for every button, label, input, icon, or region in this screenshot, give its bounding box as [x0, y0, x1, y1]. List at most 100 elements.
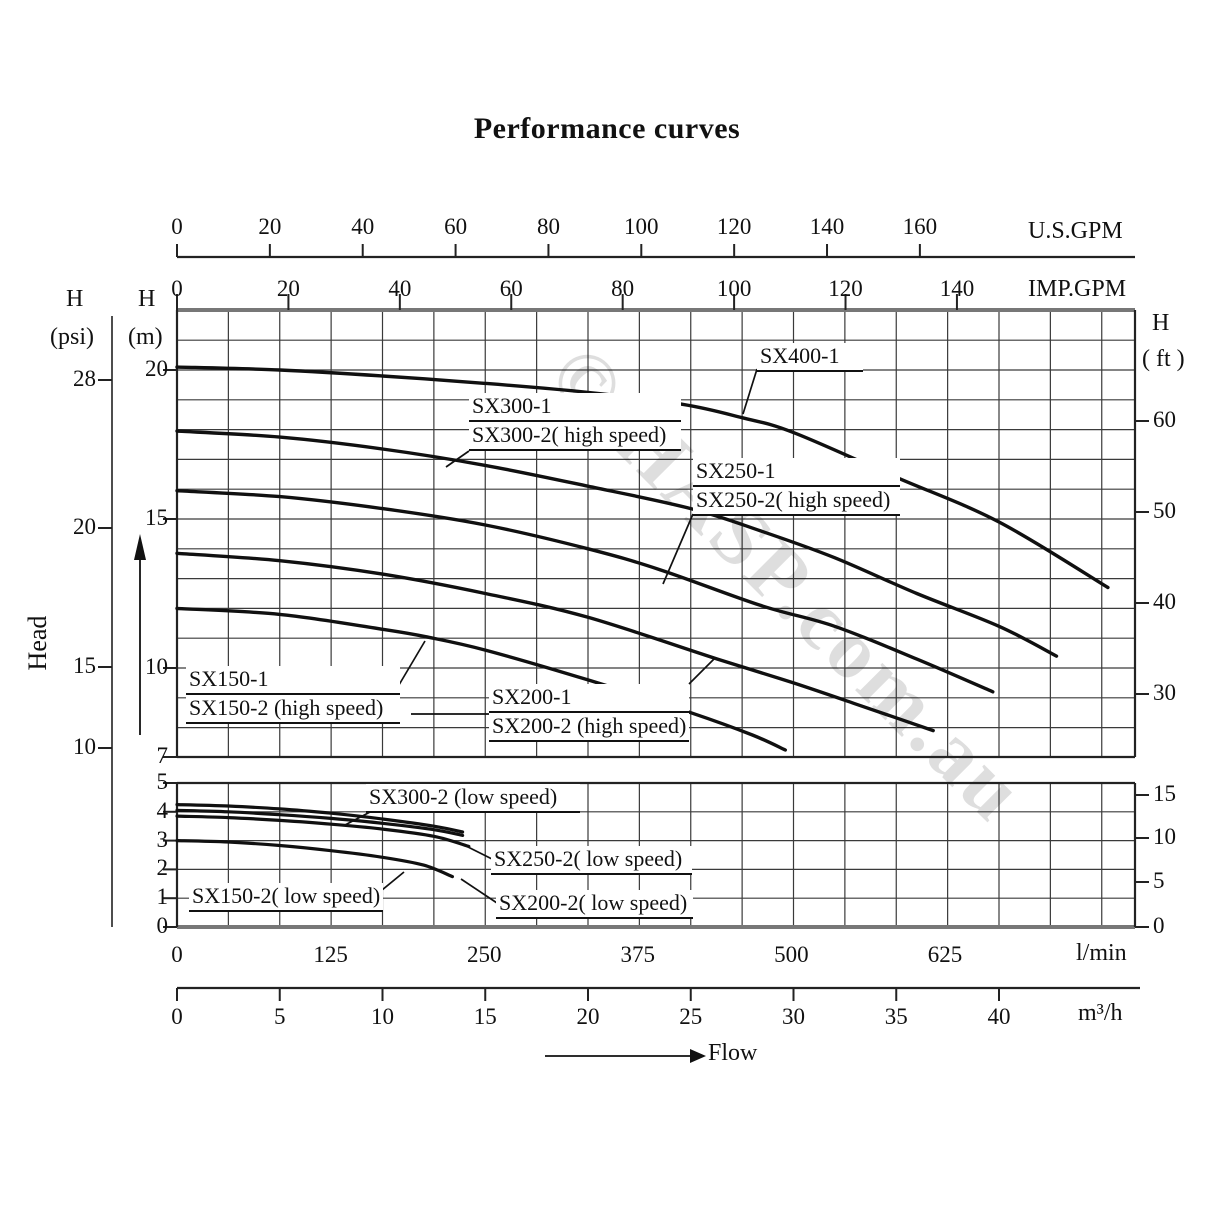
m-tick-label: 2 — [156, 855, 169, 881]
curve-label-row: SX250-2( high speed) — [693, 486, 900, 516]
leader-sx400 — [742, 368, 758, 415]
m3h-tick-label: 35 — [884, 1004, 908, 1029]
m-tick-label: 5 — [156, 769, 169, 794]
curve-label-row: SX150-1 — [186, 666, 400, 695]
curve-sx150-1-sx150-2-high-speed — [175, 606, 787, 752]
imp-gpm-tick-label: 140 — [939, 276, 975, 301]
imp-gpm-tick-label: 0 — [171, 276, 183, 301]
imp-gpm-tick-label: 20 — [276, 276, 300, 301]
ft-tick-label: 30 — [1153, 680, 1176, 705]
ft-tick-label: 50 — [1153, 498, 1176, 523]
axis-lines-and-ticks — [98, 244, 1149, 1063]
curve-label-row: SX300-2( high speed) — [469, 421, 681, 451]
m-tick-label: 7 — [156, 743, 169, 768]
curve-label-sx400: SX400-1 — [757, 343, 863, 372]
lmin-tick-label: 375 — [620, 942, 656, 967]
m3h-tick-label: 0 — [171, 1004, 183, 1029]
m3h-tick-label: 10 — [371, 1004, 394, 1029]
ft-axis-unit: ( ft ) — [1142, 346, 1185, 372]
us-gpm-tick-label: 0 — [171, 214, 183, 239]
us-gpm-tick-label: 140 — [809, 214, 845, 239]
psi-axis-unit: (psi) — [50, 324, 94, 350]
curve-label-sx200: SX200-1 SX200-2 (high speed) — [489, 684, 690, 742]
m-tick-label: 3 — [156, 826, 169, 852]
m-tick-label: 20 — [145, 356, 168, 381]
curve-label-row: SX250-1 — [693, 458, 900, 487]
lmin-tick-label: 625 — [927, 942, 963, 967]
curve-label-sx200low: SX200-2( low speed) — [496, 890, 693, 919]
curve-label-row: SX150-2( low speed) — [189, 883, 384, 912]
imp-gpm-tick-label: 120 — [828, 276, 863, 301]
curve-label-sx250: SX250-1 SX250-2( high speed) — [693, 458, 900, 516]
ft-tick-label: 5 — [1153, 868, 1165, 893]
psi-tick-label: 28 — [73, 366, 96, 391]
curve-sx300-2-low-speed — [175, 803, 465, 834]
us-gpm-unit-label: U.S.GPM — [1028, 218, 1123, 244]
curve-label-row: SX300-1 — [469, 393, 681, 422]
us-gpm-tick-label: 160 — [902, 214, 938, 239]
curve-label-sx300low: SX300-2 (low speed) — [366, 784, 580, 813]
us-gpm-tick-label: 80 — [536, 214, 560, 239]
imp-gpm-unit-label: IMP.GPM — [1028, 276, 1127, 302]
ft-tick-label: 60 — [1153, 407, 1176, 432]
head-arrow-head — [134, 534, 146, 560]
chart-title: Performance curves — [473, 112, 741, 145]
m-tick-label: 10 — [145, 654, 168, 679]
head-axis-label: Head — [23, 615, 52, 671]
m3h-tick-label: 30 — [782, 1004, 805, 1029]
flow-arrow-head — [690, 1049, 706, 1063]
ft-tick-label: 10 — [1153, 824, 1176, 849]
us-gpm-tick-label: 20 — [258, 214, 282, 239]
lmin-tick-label: 250 — [466, 942, 502, 967]
lmin-tick-label: 125 — [313, 942, 348, 967]
m-axis-unit: (m) — [128, 324, 163, 350]
m-tick-label: 1 — [156, 884, 169, 910]
us-gpm-tick-label: 120 — [716, 214, 752, 239]
curve-label-sx250low: SX250-2( low speed) — [491, 846, 692, 875]
m3h-tick-label: 15 — [473, 1004, 497, 1029]
m-axis-h: H — [138, 286, 156, 312]
psi-axis-h: H — [66, 286, 84, 312]
flow-axis-label: Flow — [708, 1040, 758, 1066]
curve-label-sx150: SX150-1 SX150-2 (high speed) — [186, 666, 400, 724]
imp-gpm-tick-label: 80 — [611, 276, 635, 301]
curve-sx150-2-low-speed — [175, 839, 454, 879]
pump-curves — [175, 365, 1110, 879]
leader-sx200 — [688, 658, 715, 685]
us-gpm-tick-label: 60 — [444, 214, 468, 239]
curve-sx300-1-sx300-2-high-speed — [175, 429, 1059, 658]
m3h-tick-label: 25 — [679, 1004, 703, 1029]
curve-label-row: SX200-2( low speed) — [496, 890, 693, 919]
m3h-tick-label: 5 — [274, 1004, 286, 1029]
psi-tick-label: 20 — [73, 514, 96, 539]
curve-label-row: SX250-2( low speed) — [491, 846, 692, 875]
imp-gpm-tick-label: 60 — [499, 276, 523, 301]
m-tick-label: 15 — [145, 505, 168, 530]
m3h-tick-label: 20 — [576, 1004, 600, 1029]
ft-tick-label: 0 — [1153, 913, 1165, 938]
curve-sx250-1-sx250-2-high-speed — [175, 488, 995, 694]
leader-sx250low — [457, 841, 493, 860]
leader-sx250 — [662, 513, 694, 585]
curve-sx200-1-sx200-2-high-speed — [175, 551, 935, 733]
leader-sx200low — [460, 878, 498, 904]
us-gpm-tick-label: 40 — [351, 214, 375, 239]
psi-tick-label: 10 — [73, 734, 96, 759]
imp-gpm-tick-label: 40 — [388, 276, 412, 301]
curve-label-row: SX200-2 (high speed) — [489, 712, 690, 742]
m-tick-label: 4 — [156, 797, 169, 823]
curve-label-sx300: SX300-1 SX300-2( high speed) — [469, 393, 681, 451]
curve-label-row: SX300-2 (low speed) — [366, 784, 580, 813]
ft-tick-label: 40 — [1153, 589, 1176, 614]
lmin-unit-label: l/min — [1076, 940, 1127, 966]
m-tick-label: 0 — [156, 913, 169, 938]
lmin-tick-label: 500 — [774, 942, 809, 967]
curve-label-row: SX400-1 — [757, 343, 863, 372]
leader-sx300 — [445, 450, 470, 468]
curve-sx250-2-low-speed — [175, 808, 465, 837]
ft-axis-h: H — [1152, 310, 1170, 336]
curve-label-sx150low: SX150-2( low speed) — [189, 883, 384, 912]
curve-label-row: SX200-1 — [489, 684, 690, 713]
